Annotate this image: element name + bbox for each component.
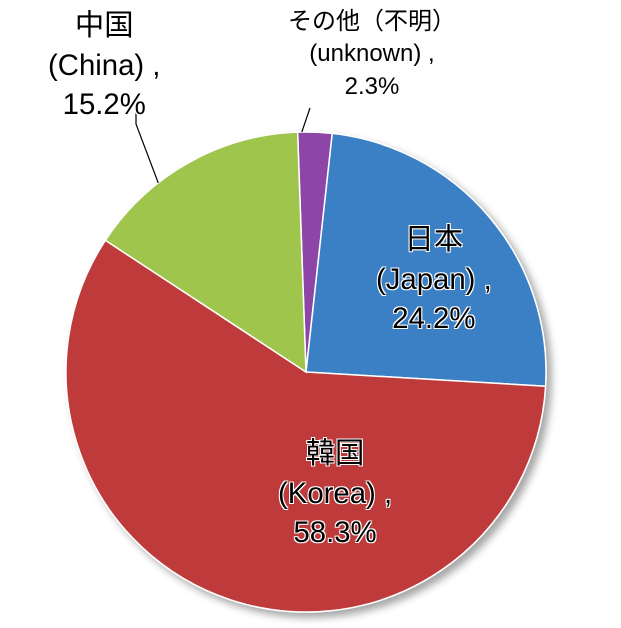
leader-unknown	[302, 108, 310, 132]
label-unknown: その他（不明） (unknown) , 2.3%	[288, 6, 456, 103]
pie-chart: その他（不明） (unknown) , 2.3% 日本 (Japan) , 24.…	[0, 0, 621, 628]
label-korea: 韓国 (Korea) , 58.3%	[278, 434, 392, 553]
label-japan: 日本 (Japan) , 24.2%	[376, 220, 492, 339]
label-china: 中国 (China) , 15.2%	[48, 6, 160, 125]
